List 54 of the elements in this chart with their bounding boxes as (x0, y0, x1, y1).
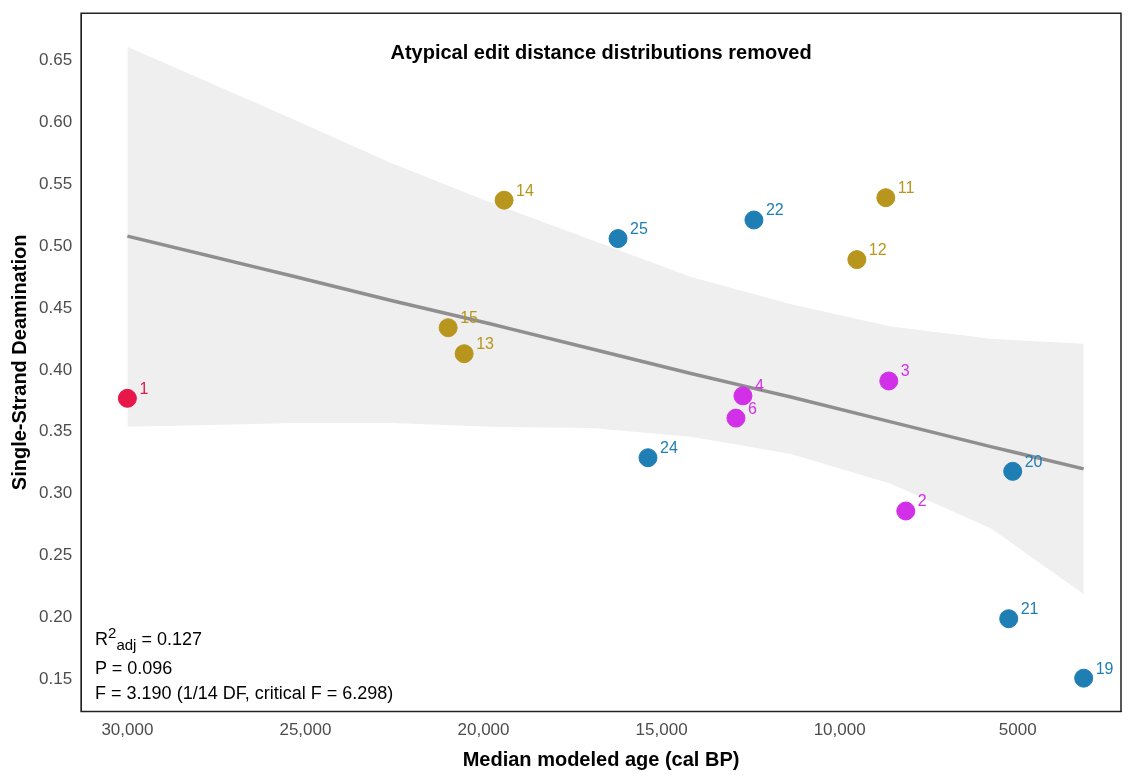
annotation: 11 (897, 179, 915, 197)
annotation: 20 (1024, 452, 1043, 470)
point (847, 250, 867, 270)
annotation: 1 (139, 379, 149, 397)
annotation: 19 (1095, 659, 1114, 677)
y-tick-label: 0.55 (38, 173, 73, 193)
y-tick-label: 0.60 (38, 111, 73, 131)
x-axis-title: Median modeled age (cal BP) (462, 747, 740, 770)
annotation: 3 (900, 362, 910, 380)
point (438, 318, 458, 338)
point (1003, 461, 1023, 481)
point (608, 229, 628, 249)
annotation: 25 (630, 219, 648, 237)
annotation: 24 (659, 439, 678, 457)
point (638, 448, 658, 468)
annotation: 12 (868, 241, 887, 259)
annotation: 2 (917, 492, 927, 510)
point (1074, 668, 1094, 688)
annotation: 22 (765, 201, 784, 219)
x-tick-label: 5000 (998, 720, 1037, 740)
annotation: 15 (460, 309, 479, 327)
x-tick-label: 20,000 (457, 720, 510, 740)
y-tick-label: 0.25 (38, 545, 73, 565)
point (999, 609, 1019, 629)
point (494, 190, 514, 210)
y-tick-label: 0.40 (38, 359, 73, 379)
x-tick-label: 25,000 (279, 720, 332, 740)
annotation: 4 (754, 377, 764, 395)
point (879, 371, 899, 391)
x-tick-label: 10,000 (813, 720, 866, 740)
y-tick-label: 0.65 (38, 49, 73, 69)
point (896, 501, 916, 521)
x-tick-label: 15,000 (635, 720, 688, 740)
y-tick-label: 0.15 (38, 669, 73, 689)
y-tick-label: 0.35 (38, 421, 73, 441)
y-tick-label: 0.30 (38, 483, 73, 503)
annotation: 6 (747, 399, 757, 417)
annotation: 21 (1020, 600, 1039, 618)
y-tick-label: 0.20 (38, 607, 73, 627)
annotation: P = 0.096 (95, 657, 174, 681)
y-axis-title: Single-Strand Deamination (7, 234, 30, 491)
annotation: 14 (516, 181, 534, 199)
point (117, 388, 137, 408)
y-tick-label: 0.50 (38, 235, 73, 255)
text: Atypical edit distance distributions removed (390, 41, 812, 64)
y-tick-label: 0.45 (38, 297, 73, 317)
point (454, 344, 474, 364)
annotation: R$^{2}$$_{adj}$ = 0.127 (95, 622, 203, 655)
point (726, 408, 746, 428)
point (876, 188, 896, 208)
annotation: 13 (476, 335, 495, 353)
annotation: F = 3.190 (1/14 DF, critical F = 6.298) (95, 682, 394, 706)
x-tick-label: 30,000 (101, 720, 154, 740)
point (744, 210, 764, 230)
